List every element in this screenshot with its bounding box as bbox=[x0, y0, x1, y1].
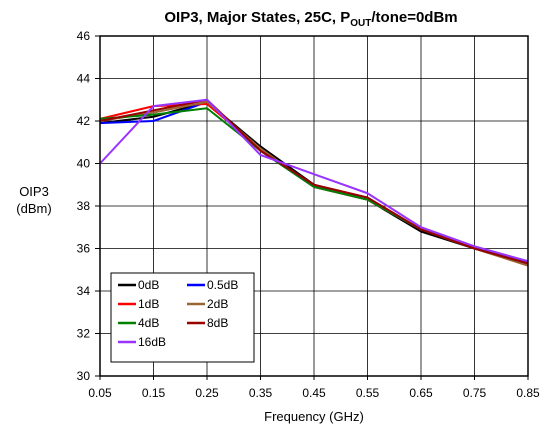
y-tick-label: 30 bbox=[77, 369, 91, 383]
y-tick-label: 42 bbox=[77, 114, 91, 128]
series-lines bbox=[99, 98, 529, 267]
x-tick-label: 0.75 bbox=[463, 386, 487, 400]
y-tick-label: 38 bbox=[77, 199, 91, 213]
y-axis-label-line2: (dBm) bbox=[16, 201, 51, 216]
y-tick-label: 36 bbox=[77, 242, 91, 256]
legend-box bbox=[110, 272, 255, 363]
y-axis-label-line1: OIP3 bbox=[19, 184, 49, 199]
y-tick-label: 40 bbox=[77, 157, 91, 171]
legend: 0dB 0.5dB 1dB 2dB 4dB 8dB 16dB bbox=[110, 272, 255, 363]
y-tick-label: 32 bbox=[77, 327, 91, 341]
y-tick-label: 46 bbox=[77, 29, 91, 43]
legend-label-8dB: 8dB bbox=[207, 316, 228, 330]
legend-label-0dB: 0dB bbox=[138, 278, 159, 292]
y-tick-label: 44 bbox=[77, 72, 91, 86]
y-tick-label: 34 bbox=[77, 284, 91, 298]
x-tick-label: 0.65 bbox=[409, 386, 433, 400]
plot-frame bbox=[99, 35, 529, 377]
x-tick-label: 0.05 bbox=[88, 386, 112, 400]
legend-label-0-5dB: 0.5dB bbox=[207, 278, 238, 292]
legend-label-4dB: 4dB bbox=[138, 316, 159, 330]
x-axis-label: Frequency (GHz) bbox=[264, 409, 364, 424]
legend-label-2dB: 2dB bbox=[207, 297, 228, 311]
legend-label-16dB: 16dB bbox=[138, 335, 166, 349]
x-tick-label: 0.15 bbox=[142, 386, 166, 400]
series-line-16dB bbox=[99, 98, 529, 263]
x-tick-label: 0.55 bbox=[356, 386, 380, 400]
chart-title: OIP3, Major States, 25C, POUT/tone=0dBm bbox=[164, 9, 457, 29]
x-tick-label: 0.45 bbox=[302, 386, 326, 400]
x-tick-label: 0.35 bbox=[249, 386, 273, 400]
series-line-8dB bbox=[99, 98, 529, 265]
x-axis-ticks: 0.05 0.15 0.25 0.35 0.45 0.55 0.65 0.75 0.85 bbox=[88, 376, 540, 400]
x-tick-label: 0.25 bbox=[195, 386, 219, 400]
x-tick-label: 0.85 bbox=[516, 386, 540, 400]
legend-label-1dB: 1dB bbox=[138, 297, 159, 311]
y-axis-ticks: 30 32 34 36 38 40 42 44 46 bbox=[77, 29, 100, 383]
